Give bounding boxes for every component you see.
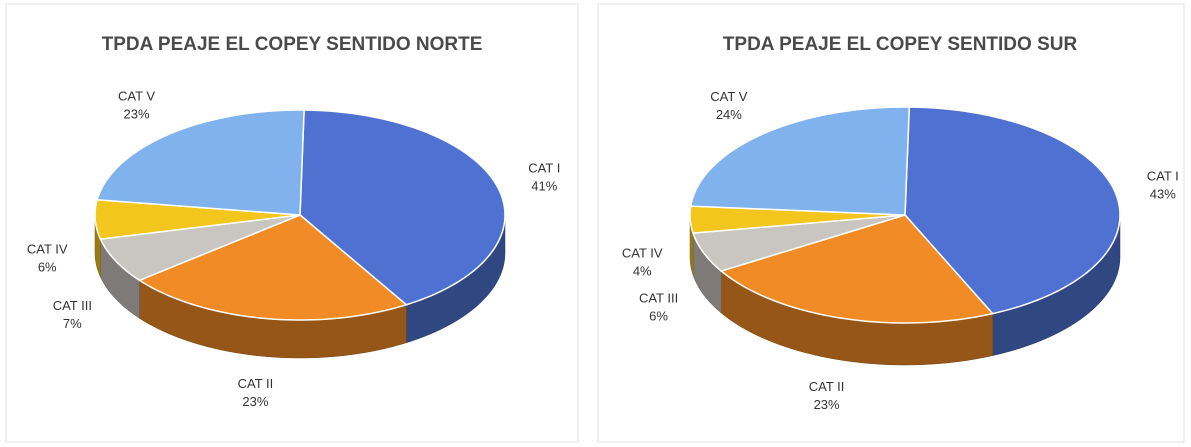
value-label: 24% (716, 107, 742, 122)
slice (904, 106, 1121, 315)
slice (96, 109, 305, 216)
slice (94, 198, 301, 240)
category-label: CAT II (238, 376, 274, 391)
value-label: 23% (124, 106, 150, 121)
slice (299, 109, 506, 306)
slice (689, 106, 911, 216)
category-label: CAT IV (622, 246, 663, 261)
category-label: CAT IV (27, 242, 68, 257)
category-label: CAT III (53, 298, 92, 313)
category-label: CAT I (1147, 168, 1179, 183)
category-label: CAT V (118, 88, 155, 103)
slice (137, 214, 408, 321)
category-label: CAT V (710, 89, 747, 104)
value-label: 6% (38, 260, 57, 275)
value-label: 4% (633, 264, 652, 279)
value-label: 23% (814, 397, 840, 412)
category-label: CAT III (639, 290, 678, 305)
value-label: 43% (1150, 186, 1176, 201)
slice (99, 214, 301, 282)
chart-title: TPDA PEAJE EL COPEY SENTIDO NORTE (102, 34, 483, 55)
category-label: CAT II (809, 379, 845, 394)
chart-title: TPDA PEAJE EL COPEY SENTIDO SUR (723, 34, 1078, 55)
value-label: 6% (649, 308, 668, 323)
category-label: CAT I (528, 160, 560, 175)
slice (719, 214, 995, 324)
value-label: 7% (63, 316, 82, 331)
value-label: 23% (242, 394, 268, 409)
value-label: 41% (531, 178, 557, 193)
